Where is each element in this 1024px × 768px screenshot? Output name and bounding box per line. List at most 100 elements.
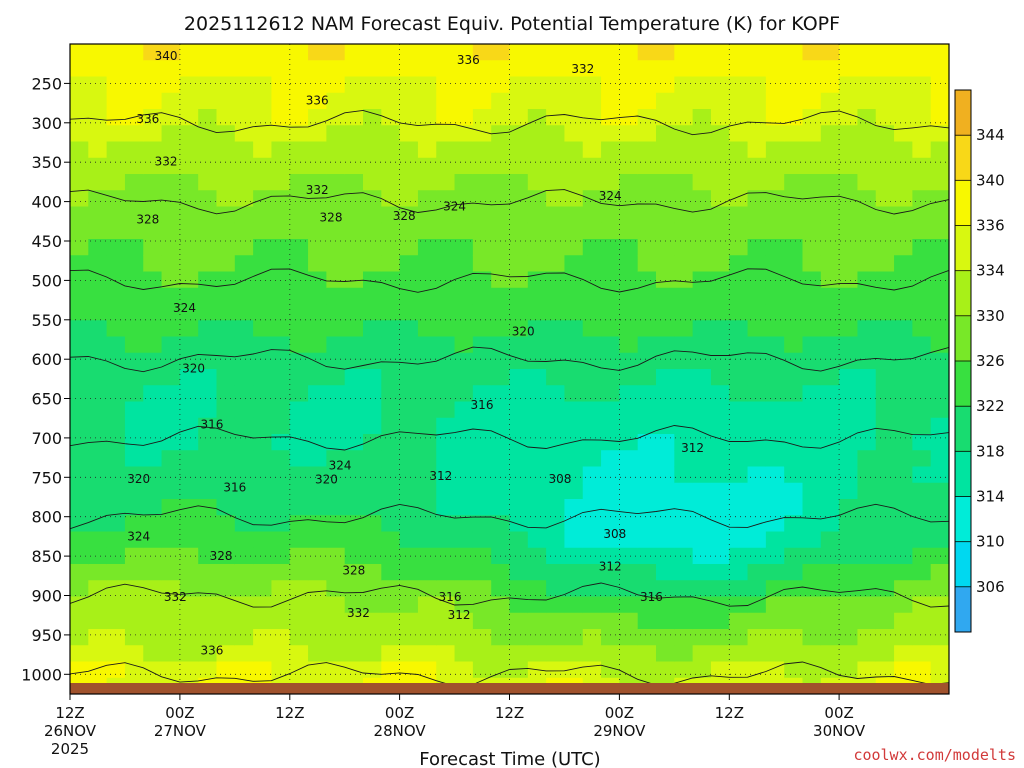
field-cell (124, 629, 144, 646)
field-cell (802, 661, 822, 679)
field-cell (857, 531, 877, 549)
field-cell (271, 271, 291, 289)
field-cell (509, 417, 529, 435)
field-cell (198, 141, 218, 159)
field-cell (143, 499, 163, 516)
field-cell (216, 417, 236, 435)
field-cell (326, 76, 346, 94)
field-cell (124, 239, 144, 256)
field-cell (692, 271, 712, 289)
field-cell (509, 255, 529, 273)
field-cell (289, 141, 309, 159)
field-cell (509, 434, 529, 451)
field-cell (417, 76, 437, 94)
field-cell (216, 44, 236, 61)
field-cell (509, 515, 529, 533)
field-cell (234, 76, 254, 94)
field-cell (527, 564, 547, 581)
field-cell (491, 76, 511, 94)
field-cell (436, 612, 456, 630)
field-cell (363, 580, 382, 598)
field-cell (747, 174, 767, 191)
field-cell (875, 222, 895, 240)
field-cell (289, 157, 309, 175)
field-cell (472, 580, 492, 598)
field-cell (326, 336, 346, 354)
field-cell (253, 60, 273, 78)
field-cell (436, 596, 456, 614)
field-cell (637, 450, 657, 468)
field-cell (88, 531, 108, 549)
field-cell (509, 190, 529, 208)
field-cell (527, 157, 547, 175)
x-tick-date: 29NOV (593, 722, 646, 740)
field-cell (564, 336, 584, 354)
field-cell (436, 385, 456, 403)
field-cell (875, 60, 895, 78)
field-cell (344, 499, 364, 516)
field-cell (564, 450, 584, 468)
field-cell (417, 661, 437, 679)
field-cell (381, 60, 401, 78)
field-cell (930, 482, 949, 500)
field-cell (472, 125, 492, 143)
field-cell (381, 44, 401, 61)
field-cell (253, 287, 273, 305)
field-cell (161, 580, 181, 598)
field-cell (491, 629, 511, 646)
field-cell (582, 222, 602, 240)
field-cell (198, 76, 218, 94)
field-cell (399, 239, 419, 256)
field-cell (930, 287, 949, 305)
contour-label: 312 (681, 441, 704, 455)
field-cell (564, 44, 584, 61)
field-cell (234, 255, 254, 273)
field-cell (363, 352, 382, 370)
field-cell (509, 531, 529, 549)
field-cell (234, 482, 254, 500)
field-cell (820, 141, 840, 159)
field-cell (88, 76, 108, 94)
field-cell (710, 499, 730, 516)
field-cell (308, 515, 327, 533)
field-cell (692, 661, 712, 679)
field-cell (802, 190, 822, 208)
field-cell (674, 466, 694, 484)
field-cell (216, 580, 236, 598)
field-cell (930, 336, 949, 354)
field-cell (894, 255, 913, 273)
field-cell (564, 174, 584, 191)
field-cell (472, 385, 492, 403)
field-cell (875, 304, 895, 321)
field-cell (234, 596, 254, 614)
field-cell (674, 515, 694, 533)
field-cell (839, 239, 859, 256)
field-cell (656, 612, 675, 630)
field-cell (417, 222, 437, 240)
field-cell (326, 287, 346, 305)
field-cell (582, 482, 602, 500)
field-cell (308, 336, 327, 354)
field-cell (546, 369, 566, 386)
field-cell (143, 336, 163, 354)
field-cell (271, 174, 291, 191)
field-cell (637, 369, 657, 386)
field-cell (802, 336, 822, 354)
field-cell (454, 401, 474, 419)
field-cell (894, 385, 913, 403)
field-cell (253, 206, 273, 224)
field-cell (271, 287, 291, 305)
field-cell (546, 222, 566, 240)
field-cell (124, 125, 144, 143)
field-cell (784, 125, 804, 143)
field-cell (692, 401, 712, 419)
field-cell (564, 304, 584, 321)
field-cell (729, 320, 749, 338)
field-cell (70, 401, 89, 419)
field-cell (637, 612, 657, 630)
field-cell (747, 466, 767, 484)
field-cell (582, 531, 602, 549)
field-cell (399, 255, 419, 273)
field-cell (619, 645, 639, 663)
